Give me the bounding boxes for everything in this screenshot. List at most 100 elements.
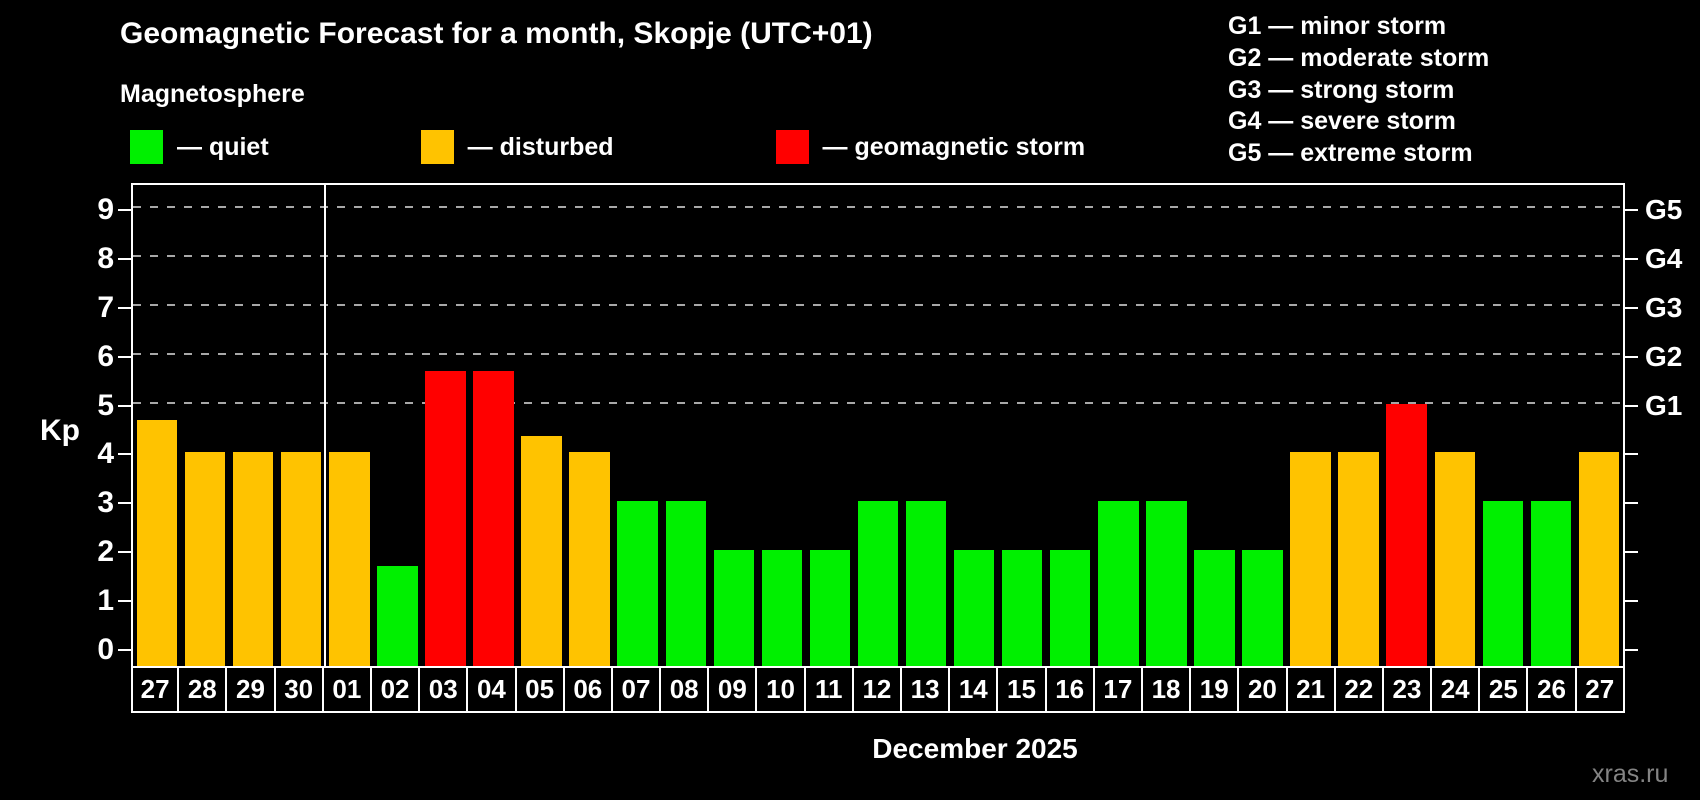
- gridline-g4: [133, 254, 1623, 257]
- kp-bar-day-18: [1146, 501, 1187, 666]
- gridline-g2: [133, 352, 1623, 355]
- kp-bar-day-21: [1290, 452, 1331, 666]
- y-tick-right-4: [1625, 453, 1638, 456]
- kp-bar-day-23: [1386, 403, 1427, 666]
- day-label-4-01: 01: [321, 666, 372, 713]
- y-tick-left-7: [118, 306, 131, 309]
- kp-bar-day-08: [665, 501, 706, 666]
- day-label-16-13: 13: [900, 666, 951, 713]
- kp-bar-day-01: [329, 452, 370, 666]
- legend-swatch-storm: [775, 130, 809, 164]
- x-axis-title: December 2025: [872, 733, 1078, 764]
- y-tick-label-7: 7: [97, 290, 114, 324]
- kp-bar-day-19: [1194, 550, 1235, 666]
- y-axis-title: Kp: [40, 414, 80, 447]
- legend-label: — geomagnetic storm: [822, 132, 1086, 161]
- chart-subtitle: Magnetosphere: [120, 80, 305, 108]
- day-label-15-12: 12: [851, 666, 902, 713]
- kp-bar-day-24: [1434, 452, 1475, 666]
- day-label-17-14: 14: [948, 666, 999, 713]
- legend-swatch-disturbed: [420, 130, 454, 164]
- storm-scale-line: G2 — moderate storm: [1228, 43, 1490, 72]
- storm-scale-line: G5 — extreme storm: [1228, 139, 1473, 168]
- y-tick-label-1: 1: [97, 584, 114, 618]
- kp-bar-day-28: [184, 452, 226, 666]
- legend-item-quiet: — quiet: [130, 130, 269, 164]
- kp-bar-day-17: [1098, 501, 1139, 666]
- kp-bar-day-29: [232, 452, 274, 666]
- gridline-g1: [133, 401, 1623, 404]
- kp-bar-day-15: [1001, 550, 1043, 666]
- kp-bar-day-07: [617, 501, 658, 666]
- kp-bar-day-09: [713, 550, 755, 666]
- day-label-14-11: 11: [803, 666, 854, 713]
- day-label-11-08: 08: [659, 666, 710, 713]
- kp-bar-day-25: [1482, 501, 1524, 666]
- kp-bar-day-05: [521, 436, 562, 666]
- legend-swatch-quiet: [130, 130, 163, 164]
- gridline-g3: [133, 303, 1623, 306]
- y-tick-label-8: 8: [97, 241, 114, 275]
- month-separator-line: [324, 185, 327, 666]
- y-tick-right-9: [1625, 208, 1638, 211]
- y-tick-right-5: [1625, 404, 1638, 407]
- day-label-28-25: 25: [1478, 666, 1529, 713]
- y-tick-label-9: 9: [97, 192, 114, 226]
- kp-bar-day-11: [809, 550, 851, 666]
- y-tick-right-1: [1625, 600, 1638, 603]
- kp-bar-day-26: [1530, 501, 1572, 666]
- g-scale-label-g2: G2: [1645, 340, 1683, 372]
- y-tick-right-8: [1625, 257, 1638, 260]
- storm-scale-line: G4 — severe storm: [1228, 107, 1456, 136]
- legend-item-disturbed: — disturbed: [420, 130, 614, 164]
- kp-bar-day-06: [569, 452, 610, 666]
- day-label-26-23: 23: [1381, 666, 1433, 713]
- g-scale-label-g4: G4: [1645, 242, 1683, 274]
- day-label-18-15: 15: [996, 666, 1047, 713]
- y-tick-right-2: [1625, 551, 1638, 554]
- kp-bar-day-13: [905, 501, 947, 666]
- y-tick-left-3: [118, 502, 131, 505]
- y-tick-right-0: [1625, 648, 1638, 651]
- y-tick-label-4: 4: [97, 437, 114, 471]
- day-label-23-20: 20: [1237, 666, 1288, 713]
- kp-bar-day-27: [136, 419, 178, 666]
- storm-scale-line: G1 — minor storm: [1228, 12, 1447, 40]
- day-label-5-02: 02: [369, 666, 421, 713]
- gridline-g5: [133, 205, 1623, 208]
- kp-bar-day-03: [425, 370, 466, 666]
- chart-title: Geomagnetic Forecast for a month, Skopje…: [120, 17, 873, 50]
- g-scale-label-g1: G1: [1645, 389, 1683, 421]
- kp-bar-day-14: [953, 550, 995, 666]
- day-label-20-17: 17: [1092, 666, 1143, 713]
- y-tick-right-3: [1625, 502, 1638, 505]
- day-label-21-18: 18: [1140, 666, 1192, 713]
- day-label-7-04: 04: [466, 666, 517, 713]
- y-tick-left-2: [118, 551, 131, 554]
- kp-bar-day-16: [1050, 550, 1091, 666]
- y-tick-right-7: [1625, 306, 1638, 309]
- legend-label: — quiet: [177, 132, 269, 161]
- g-scale-label-g5: G5: [1645, 193, 1683, 225]
- y-tick-left-4: [118, 453, 131, 456]
- day-label-6-03: 03: [418, 666, 469, 713]
- day-label-8-05: 05: [514, 666, 565, 713]
- day-label-13-10: 10: [755, 666, 806, 713]
- y-tick-left-6: [118, 355, 131, 358]
- y-tick-label-0: 0: [97, 632, 114, 666]
- day-label-9-06: 06: [562, 666, 613, 713]
- status-legend: — quiet — disturbed — geomagnetic storm: [130, 129, 1085, 165]
- day-label-27-24: 24: [1430, 666, 1481, 713]
- day-label-2-29: 29: [225, 666, 276, 713]
- kp-bar-day-27: [1578, 452, 1620, 666]
- legend-item-storm: — geomagnetic storm: [775, 130, 1086, 164]
- day-label-29-26: 26: [1526, 666, 1577, 713]
- day-label-0-27: 27: [131, 666, 180, 713]
- y-tick-label-2: 2: [97, 535, 114, 569]
- day-label-30-27: 27: [1574, 666, 1625, 713]
- y-tick-label-3: 3: [97, 486, 114, 520]
- day-label-25-22: 22: [1333, 666, 1384, 713]
- plot-area: [131, 183, 1625, 668]
- kp-bar-day-22: [1338, 452, 1379, 666]
